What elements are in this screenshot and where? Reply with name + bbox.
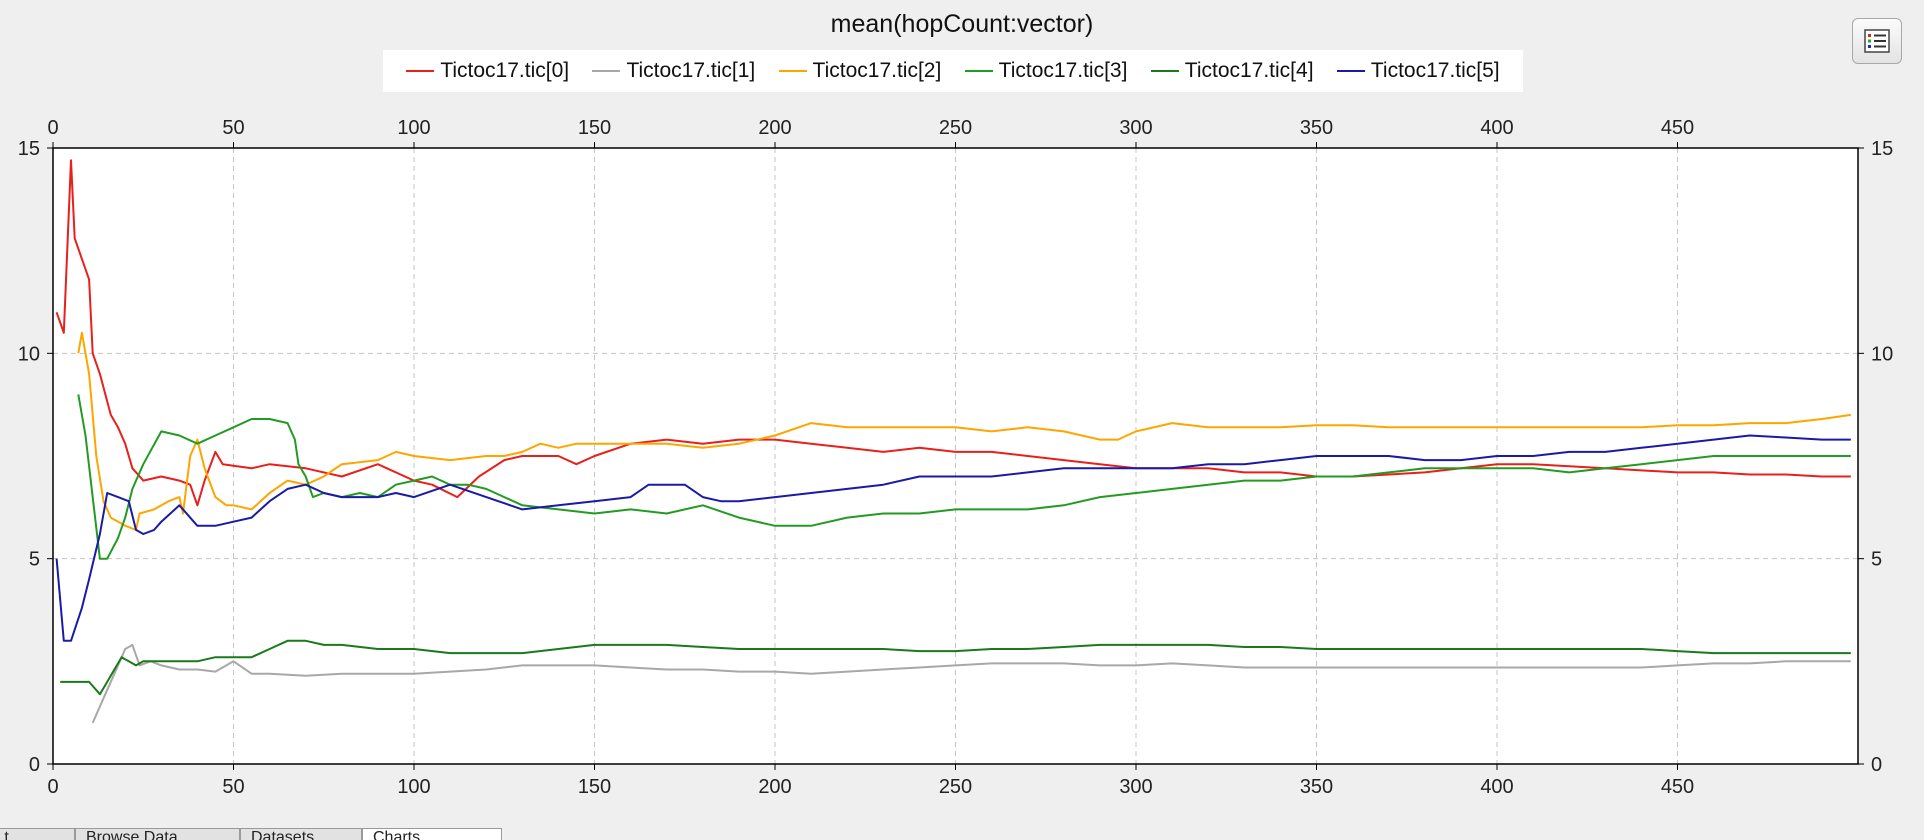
legend-label: Tictoc17.tic[4]: [1184, 59, 1314, 82]
y-tick-label-right: 5: [1871, 549, 1882, 571]
y-tick-label-right: 0: [1871, 754, 1882, 776]
x-tick-label-bottom: 0: [47, 776, 58, 798]
x-tick-label-bottom: 300: [1119, 776, 1152, 798]
x-tick-label-bottom: 50: [222, 776, 244, 798]
series-line-4: [60, 639, 1851, 696]
chart-menu-button[interactable]: [1852, 18, 1902, 64]
legend-swatch: [1150, 70, 1179, 72]
bottom-tab[interactable]: Charts: [362, 828, 502, 840]
x-tick-label-top: 150: [578, 117, 611, 139]
series-line-1: [91, 643, 1851, 724]
legend-item: Tictoc17.tic[0]: [406, 59, 569, 83]
legend-label: Tictoc17.tic[5]: [1370, 59, 1500, 82]
x-tick-label-top: 250: [939, 117, 972, 139]
x-tick-label-bottom: 400: [1480, 776, 1513, 798]
y-tick-label-right: 10: [1871, 343, 1893, 365]
bottom-tab[interactable]: Browse Data: [75, 828, 240, 840]
y-tick-label-left: 10: [18, 343, 40, 365]
x-tick-label-bottom: 250: [939, 776, 972, 798]
legend-swatch: [778, 70, 807, 72]
x-tick-label-bottom: 450: [1661, 776, 1694, 798]
legend-label: Tictoc17.tic[1]: [626, 59, 756, 82]
legend-swatch: [964, 70, 993, 72]
y-tick-label-left: 15: [18, 138, 40, 160]
chart-legend: Tictoc17.tic[0] Tictoc17.tic[1] Tictoc17.t…: [383, 50, 1523, 92]
y-tick-label-left: 5: [29, 549, 40, 571]
legend-label: Tictoc17.tic[3]: [998, 59, 1128, 82]
x-tick-label-bottom: 200: [758, 776, 791, 798]
legend-item: Tictoc17.tic[1]: [592, 59, 755, 83]
x-tick-label-top: 400: [1480, 117, 1513, 139]
series-group: [55, 159, 1851, 724]
x-tick-label-top: 200: [758, 117, 791, 139]
x-tick-label-bottom: 100: [397, 776, 430, 798]
legend-item: Tictoc17.tic[2]: [778, 59, 942, 83]
x-tick-label-top: 300: [1119, 117, 1152, 139]
x-tick-label-top: 100: [397, 117, 430, 139]
legend-item: Tictoc17.tic[4]: [1150, 59, 1314, 83]
x-tick-label-top: 0: [47, 117, 58, 139]
x-tick-label-bottom: 350: [1300, 776, 1333, 798]
legend-item: Tictoc17.tic[3]: [964, 59, 1128, 83]
line-chart[interactable]: 0050501001001501502002002502503003003503…: [0, 0, 1924, 820]
legend-item: Tictoc17.tic[5]: [1336, 59, 1500, 83]
legend-swatch: [406, 70, 435, 72]
x-tick-label-top: 350: [1300, 117, 1333, 139]
chart-title: mean(hopCount:vector): [830, 10, 1094, 38]
x-tick-label-top: 50: [222, 117, 244, 139]
legend-label: Tictoc17.tic[0]: [440, 59, 570, 82]
legend-swatch: [592, 70, 621, 72]
x-tick-label-top: 450: [1661, 117, 1694, 139]
y-tick-label-right: 15: [1871, 138, 1893, 160]
series-line-3: [77, 394, 1851, 560]
x-tick-label-bottom: 150: [578, 776, 611, 798]
y-tick-label-left: 0: [29, 754, 40, 776]
bottom-tab[interactable]: ...t: [0, 828, 75, 840]
series-line-2: [77, 331, 1851, 531]
series-line-5: [55, 434, 1851, 642]
legend-list-icon: [1864, 29, 1890, 53]
bottom-tab[interactable]: Datasets: [240, 828, 362, 840]
legend-swatch: [1336, 70, 1365, 72]
legend-label: Tictoc17.tic[2]: [812, 59, 942, 82]
